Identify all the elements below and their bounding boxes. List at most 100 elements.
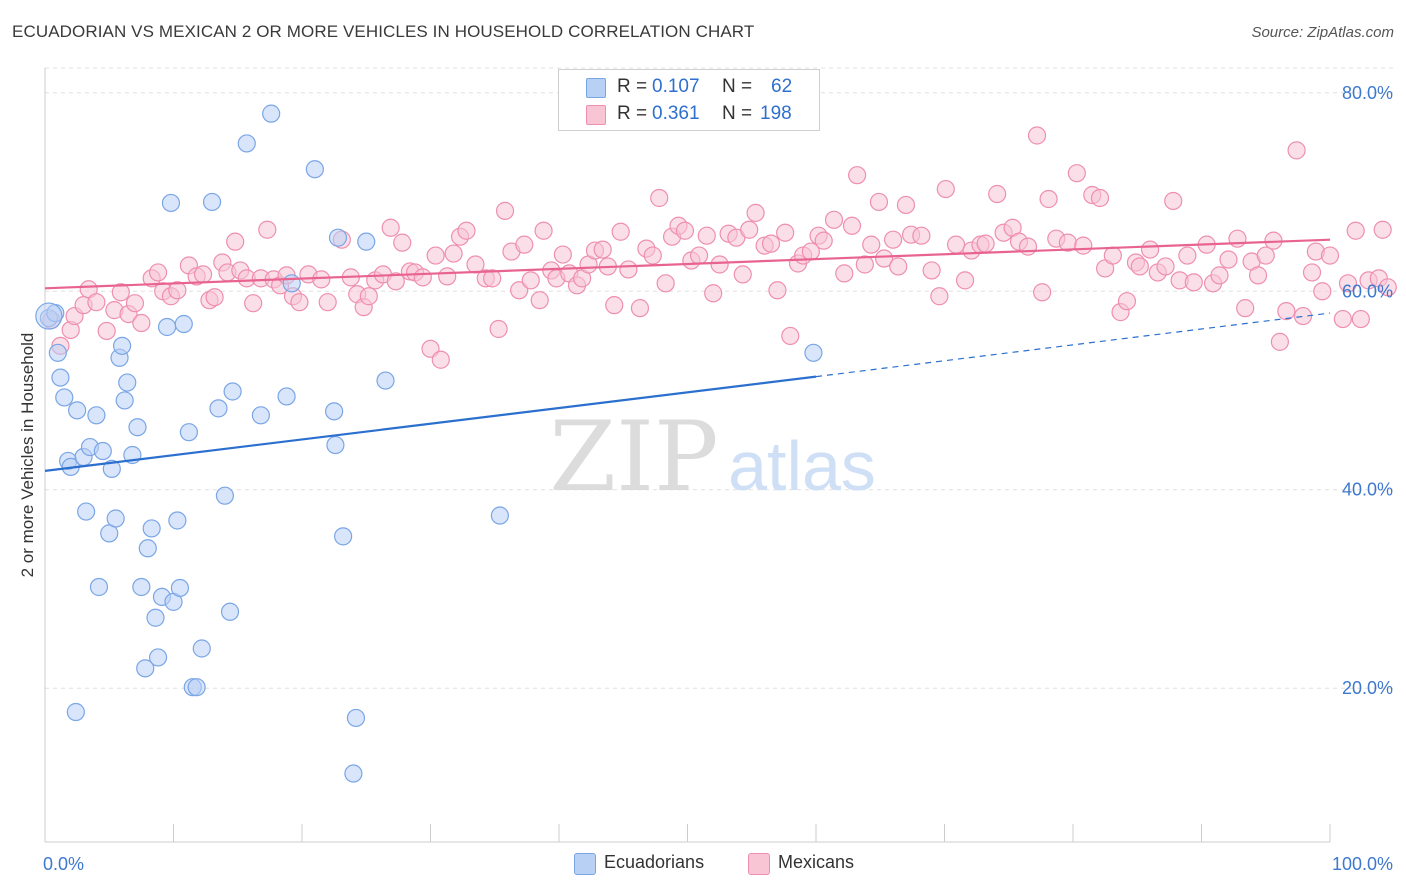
mexican-point — [1248, 266, 1268, 285]
ecuadorian-point — [376, 371, 395, 390]
ecuadorian-point — [48, 343, 67, 362]
ecuadorian-point — [93, 441, 112, 461]
ecuadorian-point — [136, 659, 155, 678]
mexican-point — [976, 234, 995, 253]
mexican-point — [1333, 309, 1352, 329]
mexican-point — [244, 294, 263, 313]
mexican-point — [656, 274, 675, 293]
mexican-point — [205, 288, 224, 307]
legend-n-value: 198 — [760, 103, 792, 124]
mexican-point — [1219, 250, 1238, 269]
ecuadorian-point — [223, 382, 242, 401]
mexican-point — [710, 255, 729, 274]
mexican-point — [534, 221, 553, 240]
mexican-point — [312, 270, 331, 289]
mexican-point — [733, 265, 752, 284]
source-label: Source: ZipAtlas.com — [1251, 24, 1394, 41]
legend-n-value: 62 — [771, 76, 793, 97]
ecuadorian-trend-line — [44, 375, 817, 472]
mexican-point — [1156, 257, 1175, 276]
mexican-point — [776, 223, 795, 242]
mexican-point — [883, 230, 903, 249]
mexican-point — [835, 264, 854, 283]
legend-swatch-ecuadorians — [586, 78, 606, 98]
mexican-point — [1338, 274, 1358, 293]
mexican-point — [226, 232, 245, 251]
ecuadorian-point — [77, 502, 96, 521]
mexican-point — [444, 244, 463, 263]
ecuadorian-point — [490, 506, 509, 525]
mexican-point — [697, 226, 716, 245]
legend-swatch-mexicans — [748, 853, 770, 875]
mexican-point — [510, 281, 529, 300]
mexican-point — [1373, 220, 1392, 239]
mexican-point — [1130, 257, 1149, 276]
ecuadorian-point — [112, 336, 132, 355]
mexican-point — [1033, 283, 1052, 302]
mexican-point — [824, 210, 844, 229]
mexican-point — [814, 231, 833, 250]
ecuadorian-point — [251, 406, 270, 425]
ecuadorian-point — [55, 388, 74, 407]
mexican-point — [781, 326, 800, 346]
mexican-point — [740, 220, 759, 239]
mexican-point — [611, 222, 630, 241]
mexican-point — [1184, 273, 1203, 292]
mexican-point — [1236, 299, 1255, 318]
mexican-point — [768, 281, 787, 300]
mexican-point — [1090, 188, 1110, 208]
ecuadorian-point — [68, 401, 87, 420]
mexican-point — [619, 260, 638, 279]
ecuadorian-point — [146, 608, 165, 627]
ecuadorian-trend-extension — [815, 312, 1331, 378]
legend-swatch-ecuadorians — [574, 853, 596, 875]
mexican-point — [1256, 246, 1275, 265]
axes — [44, 68, 1331, 843]
ecuadorian-point — [87, 406, 106, 425]
ecuadorian-point — [328, 228, 348, 247]
mexican-point — [1378, 278, 1397, 297]
watermark: ZIP atlas — [549, 401, 876, 513]
legend-row-ecuadorians: R = 0.107 N = 62 — [559, 75, 819, 99]
mexican-point — [413, 268, 432, 287]
ecuadorian-point — [305, 160, 324, 179]
mexican-point — [438, 267, 457, 286]
ecuadorian-point — [804, 343, 823, 362]
mexican-point — [1067, 164, 1086, 183]
ecuadorian-point — [179, 423, 199, 442]
mexican-point — [593, 240, 612, 259]
legend-n-label: N = — [722, 103, 753, 124]
ecuadorian-point — [202, 192, 222, 212]
mexican-point — [515, 235, 534, 254]
mexican-point — [431, 350, 450, 369]
mexican-point — [97, 321, 116, 341]
ecuadorian-point — [357, 232, 376, 251]
chart-title: ECUADORIAN VS MEXICAN 2 OR MORE VEHICLES… — [12, 22, 755, 41]
mexican-point — [746, 203, 765, 222]
mexican-point — [1313, 282, 1332, 301]
mexican-point — [168, 281, 187, 300]
watermark-atlas: atlas — [728, 427, 876, 505]
y-axis-title: 2 or more Vehicles in Household — [18, 332, 37, 578]
legend-r-value: 0.361 — [652, 103, 700, 124]
mexican-point — [704, 284, 723, 303]
mexican-point — [869, 192, 889, 212]
mexican-point — [675, 221, 695, 240]
ecuadorian-point — [51, 368, 70, 387]
mexican-point — [1210, 266, 1229, 285]
ecuadorian-point — [277, 387, 296, 406]
ecuadorian-point — [170, 578, 190, 598]
mexican-point — [489, 319, 508, 339]
ecuadorian-point — [334, 527, 353, 546]
mexican-point — [955, 271, 975, 290]
mexican-trend-line — [44, 238, 1331, 290]
mexican-point — [1074, 236, 1093, 255]
mexican-point — [483, 269, 502, 288]
mexican-point — [1287, 141, 1306, 160]
mexican-point — [761, 234, 781, 253]
x-tick-label: 100.0% — [1332, 854, 1393, 874]
mexican-point — [521, 271, 540, 290]
mexican-point — [1351, 309, 1370, 329]
x-tick-label: 0.0% — [43, 854, 84, 874]
mexican-point — [643, 246, 662, 265]
